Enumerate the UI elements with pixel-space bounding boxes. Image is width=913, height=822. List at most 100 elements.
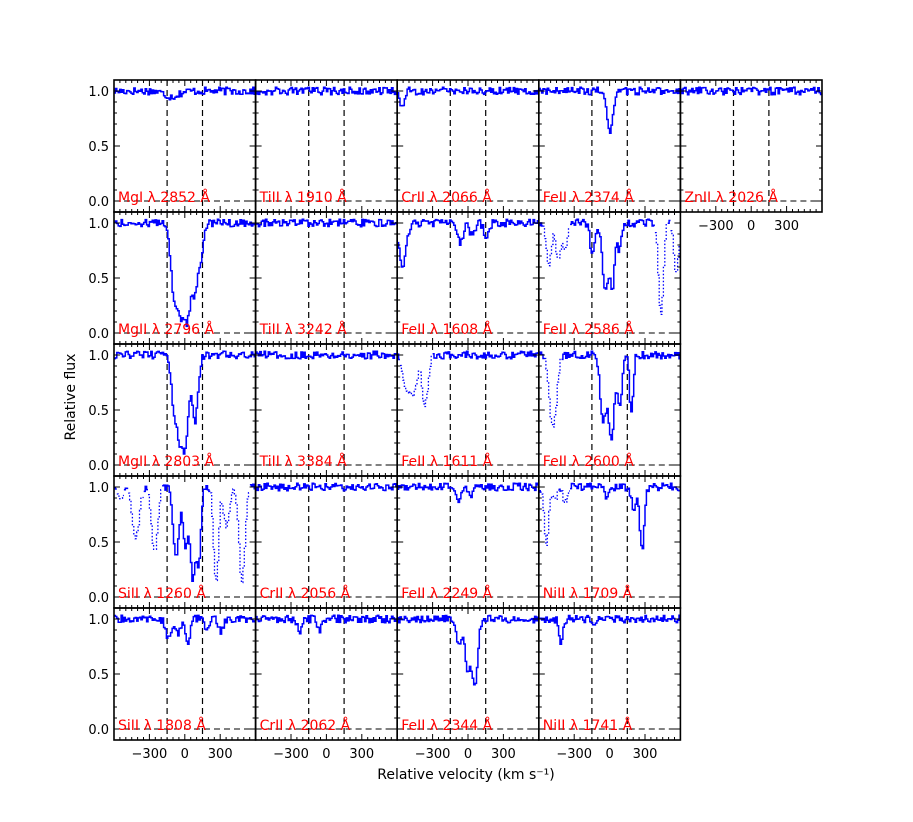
spectrum-panel: TiII λ 3242 Å (254, 211, 399, 345)
ion-label: TiII λ 3384 Å (259, 453, 348, 470)
x-tick-label: 300 (208, 747, 233, 762)
spectrum-panel: FeII λ 1608 Å (396, 211, 540, 345)
spectrum-line (570, 218, 655, 290)
spectrum-line (114, 614, 256, 645)
ion-label: CrII λ 2066 Å (401, 189, 492, 206)
x-tick-label: 0 (181, 747, 189, 762)
panel-grid: 0.0 0.5 1.0 MgI λ 2852 Å TiII λ 1910 Å CrII λ… (88, 79, 823, 762)
y-tick-label: 0.0 (88, 195, 109, 210)
spectrum-line (143, 485, 148, 493)
spectrum-panel: NiII λ 1709 Å (537, 475, 682, 609)
blended-spectrum-line (543, 225, 570, 267)
spectrum-panel: FeII λ 1611 Å (396, 343, 540, 477)
x-tick-label: 0 (464, 747, 472, 762)
blended-spectrum-line (561, 490, 570, 504)
spectrum-line (397, 218, 539, 268)
y-tick-label: 0.0 (88, 723, 109, 738)
spectrum-panel: −300 0 300 ZnII λ 2026 Å (679, 79, 823, 234)
spectrum-panel: 0.0 0.5 1.0 SiII λ 1260 Å (88, 475, 257, 609)
ion-label: CrII λ 2062 Å (260, 717, 351, 734)
y-tick-label: 0.0 (88, 591, 109, 606)
spectrum-line (397, 482, 539, 504)
spectrum-line (397, 614, 539, 686)
ion-label: CrII λ 2056 Å (260, 585, 351, 602)
x-tick-label: 300 (491, 747, 516, 762)
x-tick-label: −300 (273, 747, 309, 762)
spectrum-line (255, 614, 398, 635)
ion-label: NiII λ 1709 Å (543, 585, 633, 602)
spectrum-panel: 0.0 0.5 1.0 MgI λ 2852 Å (88, 79, 257, 213)
spectrum-line (255, 350, 398, 360)
spectrum-panel: TiII λ 3384 Å (254, 343, 399, 477)
y-tick-label: 0.5 (88, 668, 109, 683)
y-tick-label: 0.5 (88, 404, 109, 419)
blended-spectrum-line (128, 492, 144, 540)
y-tick-label: 0.0 (88, 459, 109, 474)
ion-label: MgII λ 2803 Å (118, 453, 214, 470)
spectrum-line (397, 86, 539, 107)
y-tick-label: 1.0 (88, 613, 109, 628)
y-tick-label: 0.5 (88, 272, 109, 287)
ion-label: ZnII λ 2026 Å (684, 189, 778, 206)
spectrum-line (570, 482, 681, 550)
spectrum-panel: 0.0 0.5 1.0 MgII λ 2796 Å (88, 211, 257, 345)
x-tick-label: 0 (322, 747, 330, 762)
spectrum-panel: FeII λ 2586 Å (537, 211, 682, 345)
spectrum-line (538, 86, 681, 135)
blended-spectrum-line (210, 488, 250, 584)
ion-label: FeII λ 2249 Å (401, 585, 492, 602)
ion-label: MgII λ 2796 Å (118, 321, 214, 338)
ion-label: FeII λ 2344 Å (401, 717, 492, 734)
spectrum-line (680, 86, 823, 96)
y-axis-label: Relative flux (63, 354, 79, 441)
ion-label: FeII λ 1611 Å (401, 453, 492, 470)
spectrum-line (114, 218, 256, 328)
spectrum-panel: 0.0 0.5 1.0 MgII λ 2803 Å (88, 343, 257, 477)
y-tick-label: 0.0 (88, 327, 109, 342)
blended-spectrum-line (116, 493, 124, 500)
spectrum-panel: FeII λ 2374 Å (537, 79, 682, 213)
ion-label: NiII λ 1741 Å (543, 717, 633, 734)
spectrum-line (561, 350, 681, 441)
spectrum-panel: FeII λ 2249 Å (396, 475, 540, 609)
x-tick-label: 300 (633, 747, 658, 762)
ion-label: FeII λ 2374 Å (543, 189, 634, 206)
spectrum-line (558, 488, 562, 492)
spectrum-line (162, 484, 211, 583)
spectrum-line (123, 487, 129, 491)
spectrum-panel: CrII λ 2056 Å (254, 475, 399, 609)
x-tick-label: 0 (747, 219, 755, 234)
blended-spectrum-line (654, 223, 668, 316)
x-tick-label: −300 (698, 219, 734, 234)
ion-label: SiII λ 1808 Å (118, 717, 206, 734)
spectrum-line (255, 218, 398, 228)
blended-spectrum-line (400, 354, 433, 408)
spectrum-line (538, 351, 545, 360)
blended-spectrum-line (541, 489, 559, 547)
spectrum-line (667, 219, 671, 224)
y-tick-label: 1.0 (88, 349, 109, 364)
ion-label: SiII λ 1260 Å (118, 585, 206, 602)
ion-label: FeII λ 2586 Å (543, 321, 634, 338)
spectrum-line (114, 350, 256, 455)
ion-label: FeII λ 1608 Å (401, 321, 492, 338)
spectrum-panel: TiII λ 1910 Å (254, 79, 399, 213)
x-tick-label: 300 (349, 747, 374, 762)
y-tick-label: 1.0 (88, 481, 109, 496)
spectrum-line (538, 614, 681, 646)
spectrum-line (432, 350, 539, 360)
x-tick-label: 0 (605, 747, 613, 762)
blended-spectrum-line (544, 357, 562, 428)
spectrum-panel: FeII λ 2600 Å (537, 343, 682, 477)
spectrum-panel: −300 0 300 FeII λ 2344 Å (396, 607, 540, 762)
x-tick-label: −300 (132, 747, 168, 762)
spectrum-panel: −300 0 300 CrII λ 2062 Å (254, 607, 399, 762)
ion-label: MgI λ 2852 Å (118, 189, 210, 206)
x-tick-label: −300 (415, 747, 451, 762)
spectrum-line (255, 482, 398, 492)
x-tick-label: −300 (556, 747, 592, 762)
x-axis-label: Relative velocity (km s⁻¹) (377, 767, 555, 783)
